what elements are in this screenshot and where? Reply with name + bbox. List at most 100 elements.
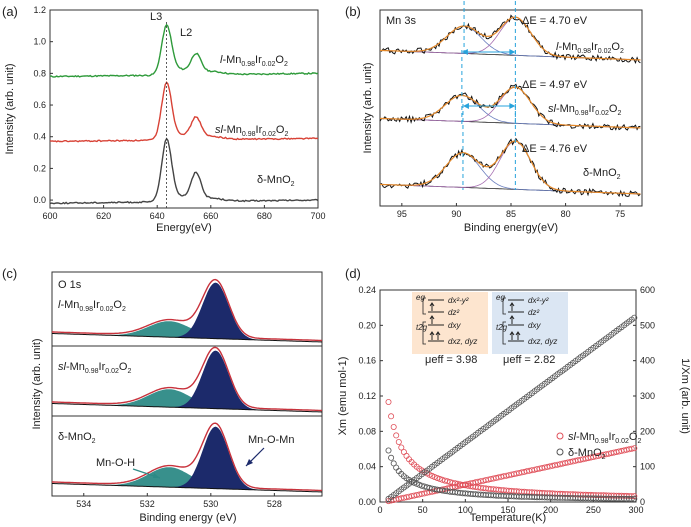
inset-electron-arrow [509,302,515,311]
inset-dxy-label: dxy [448,321,461,330]
panel-d-chi-point [431,473,438,480]
panel-c-fit-line [52,422,323,492]
inset-eg-label: eg [416,293,425,302]
panel-d-ylabel-right: 1/Xm (arb. unit) [679,358,691,434]
panel-d-inverse-chi-point [628,445,635,452]
panel-b-series-3-label: δ-MnO2 [583,167,621,181]
panel-d-chi-point [631,495,638,502]
panel-a-series-line [49,137,319,205]
panel-b-delta-arrowhead-left [461,49,468,55]
panel-a-ytick-label: 0.4 [33,132,46,142]
panel-a-ytick-label: 1.2 [33,5,46,15]
panel-d-chi-point [390,423,397,430]
inset-electron-arrow [429,315,435,324]
panel-c-xtick-label: 534 [76,499,91,509]
panel-a-series-3-label: δ-MnO2 [257,174,295,188]
inset-t2g-label: t2g [416,323,428,332]
panel-a-l2-label: L2 [180,27,192,39]
panel-b-xlabel: Binding energy(eV) [464,222,558,234]
inset-eg-label: eg [496,293,505,302]
panel-b: (b) Mn 3s Intensity (arb. unit) Binding … [345,0,643,234]
panel-d: (d) Xm (emu mol-1) 1/Xm (arb. unit) Temp… [337,266,691,524]
panel-d-inset-2-mu: μeff = 2.82 [503,354,555,366]
panel-c-mn-o-h-area [52,467,322,492]
panel-c-frame [51,271,323,497]
panel-c-mn-o-mn-label: Mn-O-Mn [248,434,294,446]
panel-d-label: (d) [345,266,361,281]
panel-d-xlabel: Temperature(K) [470,512,546,524]
panel-c-series-1-label: l-Mn0.98Ir0.02O2 [58,299,126,313]
panel-c: (c) O 1s Intensity (arb. unit) Binding e… [2,266,323,524]
panel-b-label: (b) [345,4,361,19]
panel-d-chi-point [411,479,418,486]
panel-a-xtick-label: 680 [257,211,272,221]
panel-d-xtick-label: 250 [586,505,601,515]
panel-d-xtick-label: 150 [500,505,515,515]
panel-d-chi-point [436,475,443,482]
panel-c-mn-o-h-area [52,389,322,412]
panel-a-ytick-label: 1.0 [33,37,46,47]
panel-a-ytick-label: 0.2 [33,163,46,173]
panel-c-mn-o-h-label: Mn-O-H [96,457,135,469]
panel-c-fit-line [52,278,323,342]
panel-c-background-line [52,333,323,343]
inset-dx2y2-label: dx²-y² [448,296,469,305]
panel-a-xtick-label: 660 [203,211,218,221]
panel-b-delta-e-3: ΔE = 4.76 eV [522,143,588,155]
panel-d-legend-marker-2 [556,448,564,456]
panel-d-inverse-chi-point [631,314,638,321]
panel-b-fit-line [379,16,641,61]
panel-a-series-1-label: l-Mn0.98Ir0.02O2 [220,54,288,68]
panel-c-background-line [52,483,323,493]
panel-a-series-2-label: sl-Mn0.98Ir0.02O2 [215,124,288,138]
panel-a: (a) Intensity (arb. unit) Energy(eV) 600… [2,4,326,234]
inset-dz2-label: dz² [448,308,459,317]
panel-d-ytick-right-label: 400 [640,356,655,366]
panel-c-xtick-label: 528 [267,499,282,509]
panel-d-ytick-right-label: 600 [640,285,655,295]
panel-b-fit-line [379,140,641,195]
panel-d-ytick-left-label: 0.16 [358,356,376,366]
panel-d-chi-point [385,447,392,454]
panel-a-xtick-label: 620 [96,211,111,221]
panel-c-mn-o-h-arrowhead [153,473,160,478]
panel-d-chi-point [416,481,423,488]
panel-b-delta-arrowhead-left [462,103,469,109]
panel-d-chi-point [628,495,635,502]
inset-t2g-label: t2g [496,323,508,332]
panel-d-ytick-left-label: 0.04 [358,462,376,472]
panel-c-series-3-label: δ-MnO2 [58,431,96,445]
panel-b-xtick-label: 90 [451,209,461,219]
panel-b-raw-line [379,83,641,131]
panel-c-mn-o-h-area [52,321,322,342]
panel-c-title: O 1s [58,279,82,291]
panel-a-l3-label: L3 [150,11,162,23]
panel-b-series-1-label: l-Mn0.98Ir0.02O2 [556,41,624,55]
panel-d-xtick-label: 0 [377,505,382,515]
panel-c-fit-line [52,346,323,412]
panel-b-title: Mn 3s [386,15,416,27]
panel-d-chi-point [388,454,395,461]
panel-c-xlabel: Binding energy (eV) [139,512,236,524]
panel-d-ytick-right-label: 200 [640,426,655,436]
panel-a-frame [49,9,319,209]
panel-d-xtick-label: 300 [628,505,643,515]
panel-b-xtick-label: 95 [397,209,407,219]
panel-a-ytick-label: 0.0 [33,195,46,205]
panel-b-delta-e-1: ΔE = 4.70 eV [522,15,588,27]
inset-dxy-label: dxy [528,321,541,330]
panel-b-series-2-label: sl-Mn0.98Ir0.02O2 [548,103,621,117]
panel-a-xlabel: Energy(eV) [156,222,212,234]
panel-d-ytick-left-label: 0.08 [358,426,376,436]
panel-a-series-line [49,81,319,143]
panel-b-delta-arrowhead-right [509,103,516,109]
inset-electron-arrow [429,302,435,311]
panel-c-mn-o-mn-arrowhead [246,459,253,466]
inset-dxz-dyz-label: dxz, dyz [448,337,477,346]
panel-a-xtick-label: 600 [42,211,57,221]
panel-a-ytick-label: 0.8 [33,68,46,78]
inset-electron-arrow [435,331,441,340]
panel-d-chi-point [393,432,400,439]
panel-b-xtick-label: 75 [615,209,625,219]
